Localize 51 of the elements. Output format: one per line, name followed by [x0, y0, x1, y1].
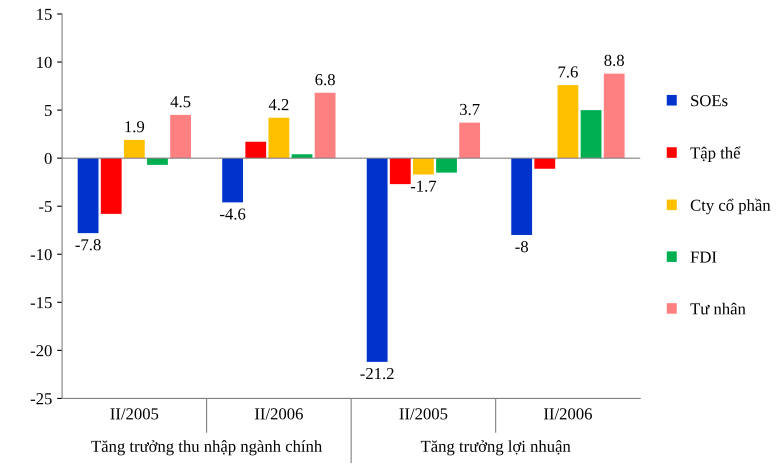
bar — [459, 122, 480, 158]
data-label: 8.8 — [604, 54, 624, 66]
bar — [245, 142, 266, 158]
x-tick-label: II/2006 — [254, 408, 303, 420]
legend-label: Cty cổ phần — [690, 198, 770, 214]
bar — [222, 158, 244, 202]
bar — [314, 92, 336, 158]
bar — [534, 158, 556, 169]
bar — [390, 158, 411, 184]
data-label: 4.2 — [268, 99, 288, 110]
data-label: 7.6 — [558, 66, 578, 78]
x-tick-label: II/2006 — [544, 408, 592, 420]
bar — [170, 114, 191, 158]
legend-label: FDI — [690, 252, 716, 263]
bar — [147, 158, 168, 165]
text: Tăng trưởng lợi nhuận — [420, 440, 571, 456]
y-tick-label: -25 — [30, 393, 52, 404]
y-tick-label: 0 — [44, 152, 52, 164]
legend-label: Tập thể — [690, 146, 740, 162]
data-label: 4.5 — [170, 96, 190, 108]
y-tick-label: -20 — [30, 345, 52, 356]
legend-label: SOEs — [691, 95, 728, 106]
data-label: -7.8 — [76, 239, 101, 250]
y-tick-label: 10 — [37, 56, 52, 68]
bar — [124, 140, 145, 158]
bar — [366, 158, 388, 362]
text: Tăng trưởng thu nhập ngành chính — [91, 440, 322, 456]
data-label: -21.2 — [360, 368, 394, 380]
bar — [436, 158, 457, 173]
bar — [268, 118, 290, 158]
y-tick-label: -5 — [39, 201, 52, 212]
data-label: -1.7 — [410, 180, 436, 192]
data-label: 3.7 — [460, 104, 480, 116]
bar — [580, 110, 602, 158]
y-tick-label: -15 — [30, 297, 52, 308]
data-label: -4.6 — [220, 208, 246, 220]
x-tick-label: II/2005 — [399, 408, 448, 420]
legend-label: Tư nhân — [690, 302, 746, 314]
bar — [558, 85, 578, 158]
bar — [78, 158, 98, 234]
y-tick-label: -10 — [30, 248, 52, 260]
data-label: 6.8 — [315, 74, 335, 86]
data-label: 1.9 — [125, 121, 144, 132]
y-tick-label: 5 — [44, 104, 52, 116]
bar — [511, 158, 532, 236]
y-tick-label: 15 — [37, 8, 52, 20]
x-tick-label: II/2005 — [110, 408, 158, 420]
data-label: -8 — [515, 241, 528, 252]
bar — [100, 158, 122, 214]
bar — [604, 74, 625, 158]
bar — [413, 158, 434, 174]
